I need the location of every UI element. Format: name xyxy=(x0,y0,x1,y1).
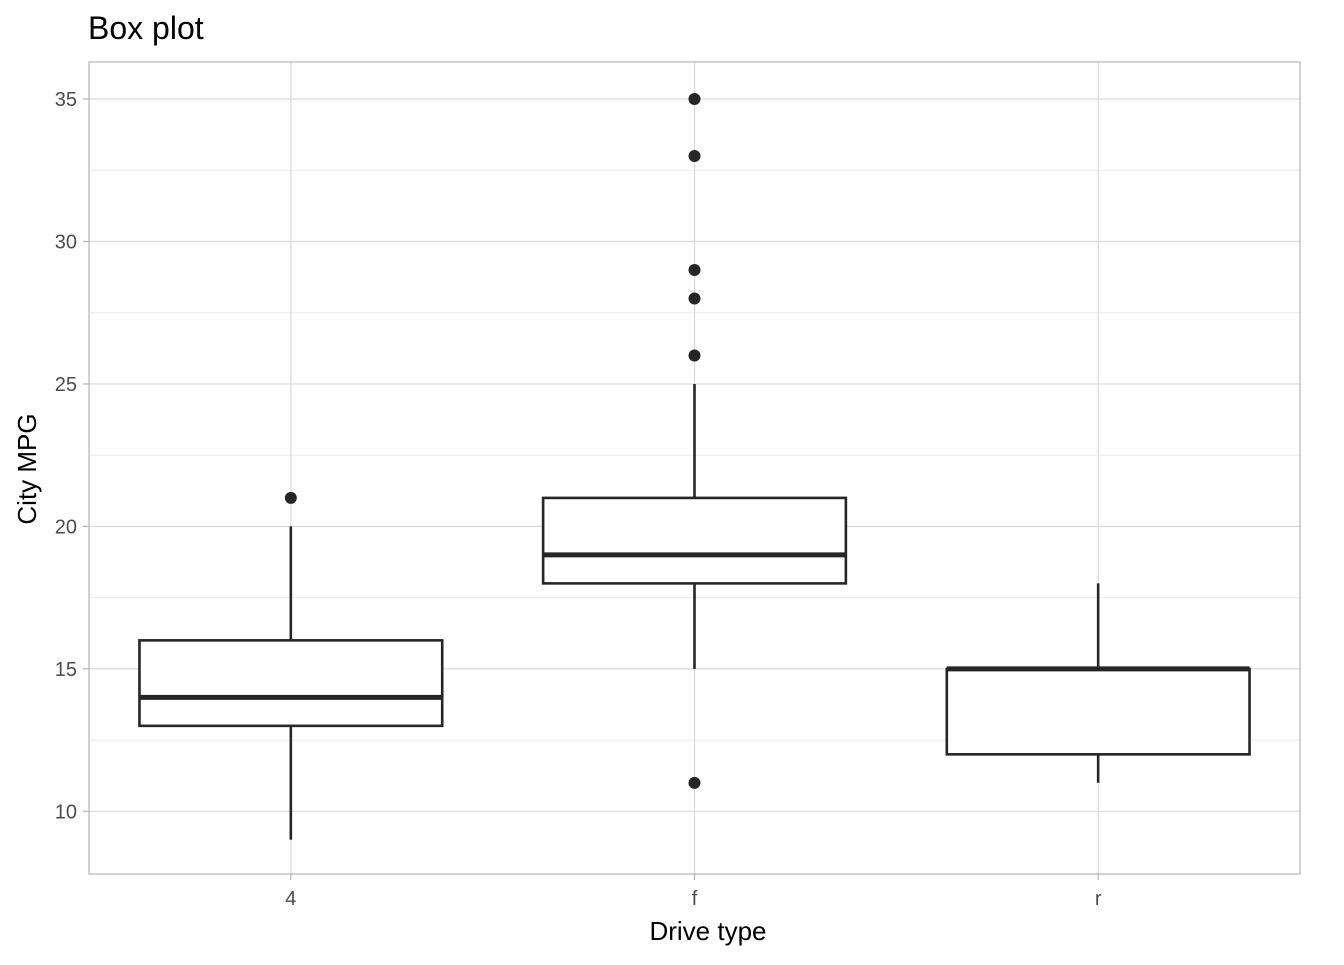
box-iqr xyxy=(541,496,848,585)
box-r xyxy=(945,583,1251,783)
y-tick-label: 20 xyxy=(55,516,77,538)
x-tick-label: 4 xyxy=(285,888,296,910)
outlier-point xyxy=(284,491,297,504)
y-axis-title: City MPG xyxy=(12,413,42,524)
y-tick-label: 25 xyxy=(55,374,77,396)
x-tick-label: r xyxy=(1095,888,1102,910)
box-4 xyxy=(138,491,444,840)
outlier-point xyxy=(688,349,701,362)
y-tick-label: 10 xyxy=(55,801,77,823)
outlier-point xyxy=(688,292,701,305)
y-axis-ticks: 10 15 20 25 30 35 xyxy=(55,89,89,823)
outlier-point xyxy=(688,93,701,106)
box-iqr xyxy=(945,667,1251,756)
outlier-point xyxy=(688,150,701,163)
y-tick-label: 35 xyxy=(55,89,77,111)
box-iqr xyxy=(138,639,444,728)
y-tick-label: 15 xyxy=(55,659,77,681)
outlier-point xyxy=(688,776,701,789)
y-tick-label: 30 xyxy=(55,231,77,253)
outlier-point xyxy=(688,263,701,276)
x-tick-label: f xyxy=(692,888,698,910)
x-axis-title: Drive type xyxy=(649,916,766,946)
boxes xyxy=(138,93,1251,840)
x-axis-ticks: 4 f r xyxy=(285,874,1102,910)
chart-title: Box plot xyxy=(88,10,204,46)
box-f xyxy=(541,93,848,789)
